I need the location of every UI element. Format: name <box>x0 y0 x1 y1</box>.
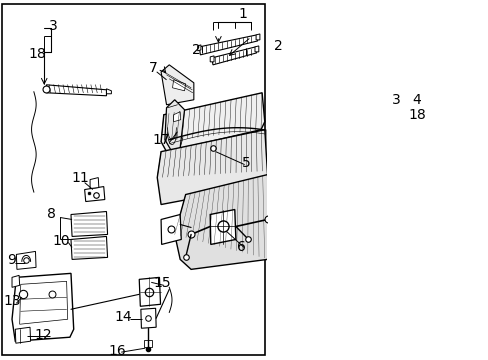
Text: 12: 12 <box>35 328 52 342</box>
Polygon shape <box>267 165 310 269</box>
Polygon shape <box>173 112 181 122</box>
Text: 14: 14 <box>114 310 132 324</box>
Polygon shape <box>15 327 31 343</box>
Polygon shape <box>210 56 214 62</box>
Polygon shape <box>254 46 258 52</box>
Polygon shape <box>161 65 193 105</box>
Text: 10: 10 <box>53 234 70 248</box>
Text: 18: 18 <box>28 47 46 61</box>
Text: 1: 1 <box>238 7 247 21</box>
Text: 4: 4 <box>412 93 421 107</box>
Polygon shape <box>172 80 185 91</box>
Polygon shape <box>12 275 20 287</box>
Polygon shape <box>144 340 151 347</box>
Polygon shape <box>157 130 267 204</box>
Polygon shape <box>161 93 264 152</box>
Text: 16: 16 <box>108 344 125 358</box>
Polygon shape <box>71 212 107 237</box>
Text: 9: 9 <box>7 253 17 267</box>
Text: 8: 8 <box>47 207 56 221</box>
Text: 5: 5 <box>242 156 251 170</box>
Text: 7: 7 <box>148 61 157 75</box>
Polygon shape <box>161 215 181 244</box>
Polygon shape <box>20 282 67 324</box>
Text: 13: 13 <box>3 294 21 308</box>
Polygon shape <box>16 251 36 269</box>
Polygon shape <box>174 175 270 269</box>
Text: 15: 15 <box>154 276 171 290</box>
Polygon shape <box>211 47 256 65</box>
Polygon shape <box>141 308 156 328</box>
Polygon shape <box>256 34 259 40</box>
Text: 3: 3 <box>48 19 57 33</box>
Polygon shape <box>210 210 235 244</box>
Text: 18: 18 <box>407 108 425 122</box>
Polygon shape <box>139 277 160 306</box>
Polygon shape <box>106 89 111 94</box>
Text: 2: 2 <box>192 43 201 57</box>
Text: 6: 6 <box>237 240 246 255</box>
Text: 2: 2 <box>274 39 282 53</box>
Polygon shape <box>197 45 201 51</box>
Polygon shape <box>84 186 104 202</box>
Polygon shape <box>71 237 107 260</box>
Text: 11: 11 <box>72 171 89 185</box>
Text: 3: 3 <box>391 93 400 107</box>
Polygon shape <box>90 177 99 189</box>
Text: 17: 17 <box>152 133 170 147</box>
Polygon shape <box>12 273 74 341</box>
Polygon shape <box>164 100 184 155</box>
Polygon shape <box>46 85 106 96</box>
Polygon shape <box>448 69 454 74</box>
Polygon shape <box>403 72 443 88</box>
Polygon shape <box>199 35 257 55</box>
